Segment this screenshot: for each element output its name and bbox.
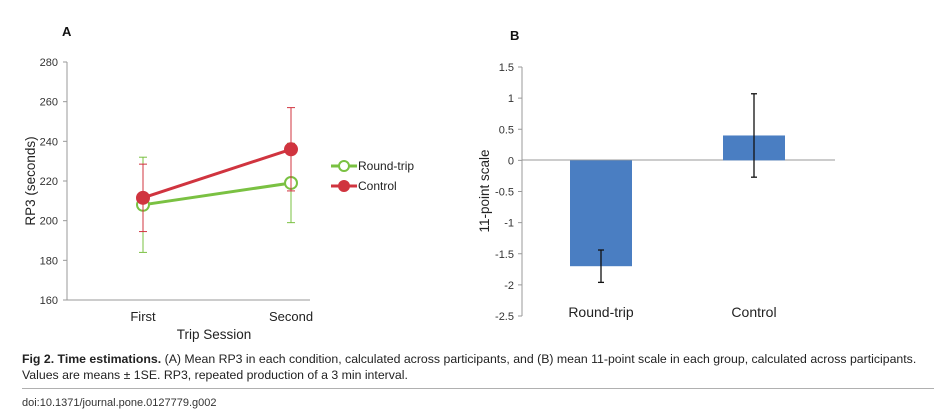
panel-a-y-tick-label: 200 [40,216,58,228]
panel-a-y-tick-label: 240 [40,136,58,148]
panel-a-legend-marker [338,180,350,192]
panel-a-legend: Round-trip Control [331,159,414,193]
panel-b-y-tick-label: -2 [504,280,514,292]
panel-b-y-tick-label: 1 [508,93,514,105]
panel-b-label: B [510,28,519,43]
panel-a-label: A [62,24,72,39]
panel-b-x-tick-label: Control [731,304,776,320]
figure-charts: A 160 180 200 220 240 260 280 First Second Trip… [23,24,835,342]
panel-b-y-tick-label: -1 [504,218,514,230]
panel-a-y-tick-label: 280 [40,57,58,69]
panel-a-y-tick-label: 160 [40,295,58,307]
panel-a-y-axis-title: RP3 (seconds) [23,136,38,225]
panel-b-y-axis-title: 11-point scale [477,149,492,232]
panel-b-y-tick-label: -1.5 [495,249,514,261]
panel-a-legend-marker [338,160,350,172]
panel-b-bar [570,160,632,267]
panel-a-line-chart: A 160 180 200 220 240 260 280 First Second Trip… [23,24,414,342]
panel-b-y-tick-label: 0 [508,155,514,167]
panel-b-bar-chart: B -2.5 -2 -1.5 -1 -0.5 0 0.5 1 1.5 Round-trip Con… [477,28,835,323]
panel-b-y-tick-label: -2.5 [495,311,514,323]
caption-text: (A) Mean RP3 in each condition, calculat… [22,352,917,382]
panel-a-y-tick-label: 220 [40,176,58,188]
panel-a-data-point [284,142,298,157]
panel-a-y-tick-label: 180 [40,255,58,267]
panel-a-x-tick-label: First [130,309,156,324]
panel-b-y-tick-label: 0.5 [499,124,514,136]
panel-a-series-line [142,147,292,200]
panel-b-y-tick-label: 1.5 [499,62,514,74]
panel-b-y-tick-label: -0.5 [495,187,514,199]
panel-a-x-tick-label: Second [269,309,313,324]
panel-a-data-point [136,190,150,205]
caption-label: Fig 2. Time estimations. [22,352,162,366]
panel-a-x-axis-title: Trip Session [177,327,252,342]
caption-divider [22,388,934,389]
panel-a-y-tick-label: 260 [40,97,58,109]
panel-a-series-line [142,181,292,207]
doi-text: doi:10.1371/journal.pone.0127779.g002 [22,397,217,409]
panel-b-x-tick-label: Round-trip [568,304,634,320]
figure-caption: Fig 2. Time estimations. (A) Mean RP3 in… [22,351,922,383]
panel-a-legend-label: Round-trip [358,159,414,173]
panel-a-legend-label: Control [358,179,397,193]
